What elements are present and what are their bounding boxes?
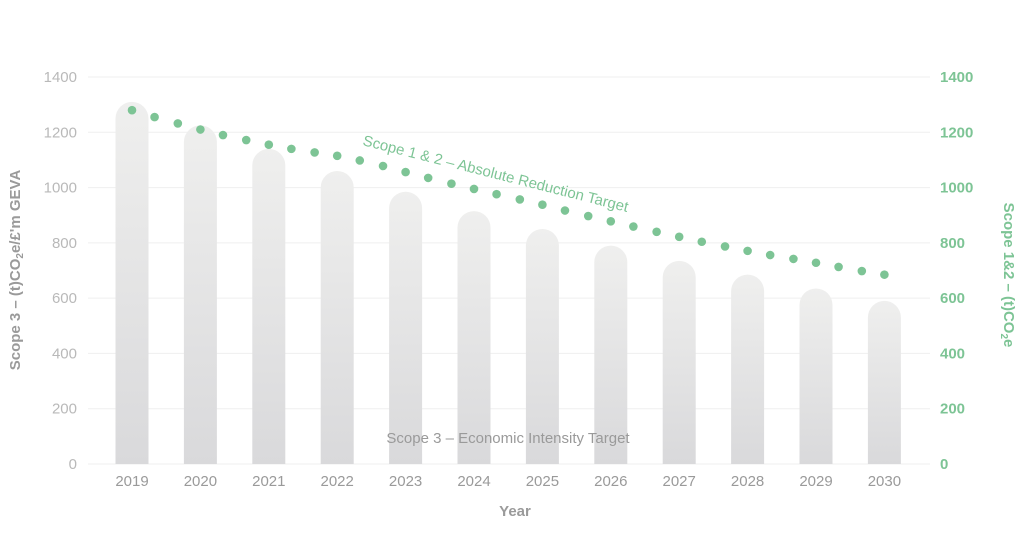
right-tick-label: 1400 xyxy=(940,69,973,86)
right-tick-label: 1200 xyxy=(940,124,973,141)
target-dot xyxy=(834,262,843,272)
target-dot xyxy=(629,222,638,231)
target-dot xyxy=(127,105,137,115)
bars xyxy=(115,101,901,465)
target-dot xyxy=(218,130,228,140)
right-axis-title: Scope 1&2 – (t)CO2e xyxy=(998,203,1017,348)
target-dot xyxy=(880,270,889,279)
left-tick-label: 800 xyxy=(52,235,77,252)
target-dot xyxy=(241,135,251,145)
x-tick-label: 2028 xyxy=(731,473,764,490)
left-tick-label: 200 xyxy=(52,401,77,418)
target-dot xyxy=(652,227,661,237)
target-dot xyxy=(515,195,525,204)
x-tick-label: 2022 xyxy=(321,473,354,490)
x-tick-label: 2019 xyxy=(115,473,148,490)
target-dots xyxy=(127,105,889,279)
target-dot xyxy=(857,266,867,276)
bar-2026 xyxy=(594,245,628,464)
x-axis-title: Year xyxy=(499,503,531,520)
bar-2030 xyxy=(867,300,901,464)
target-dot xyxy=(332,151,342,161)
left-tick-label: 0 xyxy=(69,456,77,473)
x-tick-label: 2023 xyxy=(389,473,422,490)
bar-2023 xyxy=(389,191,423,465)
target-dot xyxy=(401,167,410,177)
left-axis-ticks: 0 200 400 600 800 1000 1200 1400 xyxy=(44,69,77,473)
bar-2024 xyxy=(457,211,491,464)
left-axis-title: Scope 3 – (t)CO2e/£'m GEVA xyxy=(7,170,26,371)
x-tick-label: 2021 xyxy=(252,473,285,490)
bar-2022 xyxy=(320,170,354,464)
x-tick-label: 2026 xyxy=(594,473,627,490)
target-dot xyxy=(287,144,296,154)
gridlines xyxy=(88,76,930,465)
right-tick-label: 600 xyxy=(940,290,965,307)
scope3-annotation: Scope 3 – Economic Intensity Target xyxy=(386,430,630,447)
right-tick-label: 400 xyxy=(940,345,965,362)
target-dot xyxy=(150,112,159,122)
target-dot xyxy=(720,242,730,251)
target-dot xyxy=(789,254,798,264)
target-dot xyxy=(674,232,684,242)
target-dot xyxy=(560,206,570,215)
target-dot xyxy=(310,148,319,157)
target-dot xyxy=(606,216,616,226)
bar-2025 xyxy=(525,229,559,464)
left-tick-label: 1200 xyxy=(44,124,77,141)
x-tick-label: 2024 xyxy=(457,473,490,490)
target-dot xyxy=(447,179,456,189)
target-dot xyxy=(743,246,752,256)
right-tick-label: 200 xyxy=(940,401,965,418)
bar-2028 xyxy=(731,274,765,464)
left-tick-label: 1400 xyxy=(44,69,77,86)
right-tick-label: 1000 xyxy=(940,180,973,197)
x-tick-label: 2027 xyxy=(663,473,696,490)
target-dot xyxy=(538,200,547,210)
target-dot xyxy=(423,173,433,183)
left-tick-label: 1000 xyxy=(44,180,77,197)
target-dot xyxy=(811,258,821,268)
target-dot xyxy=(355,156,365,165)
x-tick-label: 2020 xyxy=(184,473,217,490)
x-axis-ticks: 2019 2020 2021 2022 2023 2024 2025 2026 2027 2028… xyxy=(115,473,901,490)
bar-2029 xyxy=(799,288,833,464)
target-dot xyxy=(765,250,775,260)
target-dot xyxy=(173,119,183,128)
right-axis-ticks: 0 200 400 600 800 1000 1200 1400 xyxy=(940,69,973,473)
x-tick-label: 2030 xyxy=(868,473,901,490)
right-tick-label: 800 xyxy=(940,235,965,252)
x-tick-label: 2029 xyxy=(799,473,832,490)
target-dot xyxy=(469,184,479,194)
x-tick-label: 2025 xyxy=(526,473,559,490)
bar-2020 xyxy=(183,125,217,464)
bar-2027 xyxy=(662,260,696,464)
bar-2021 xyxy=(252,148,286,464)
left-tick-label: 400 xyxy=(52,345,77,362)
target-dot xyxy=(492,189,501,199)
right-tick-label: 0 xyxy=(940,456,948,473)
left-tick-label: 600 xyxy=(52,290,77,307)
target-dot xyxy=(697,237,707,247)
target-dot xyxy=(378,161,388,171)
target-dot xyxy=(583,211,593,221)
target-dot xyxy=(264,140,274,150)
target-dot xyxy=(196,125,205,134)
bar-2019 xyxy=(115,101,149,464)
